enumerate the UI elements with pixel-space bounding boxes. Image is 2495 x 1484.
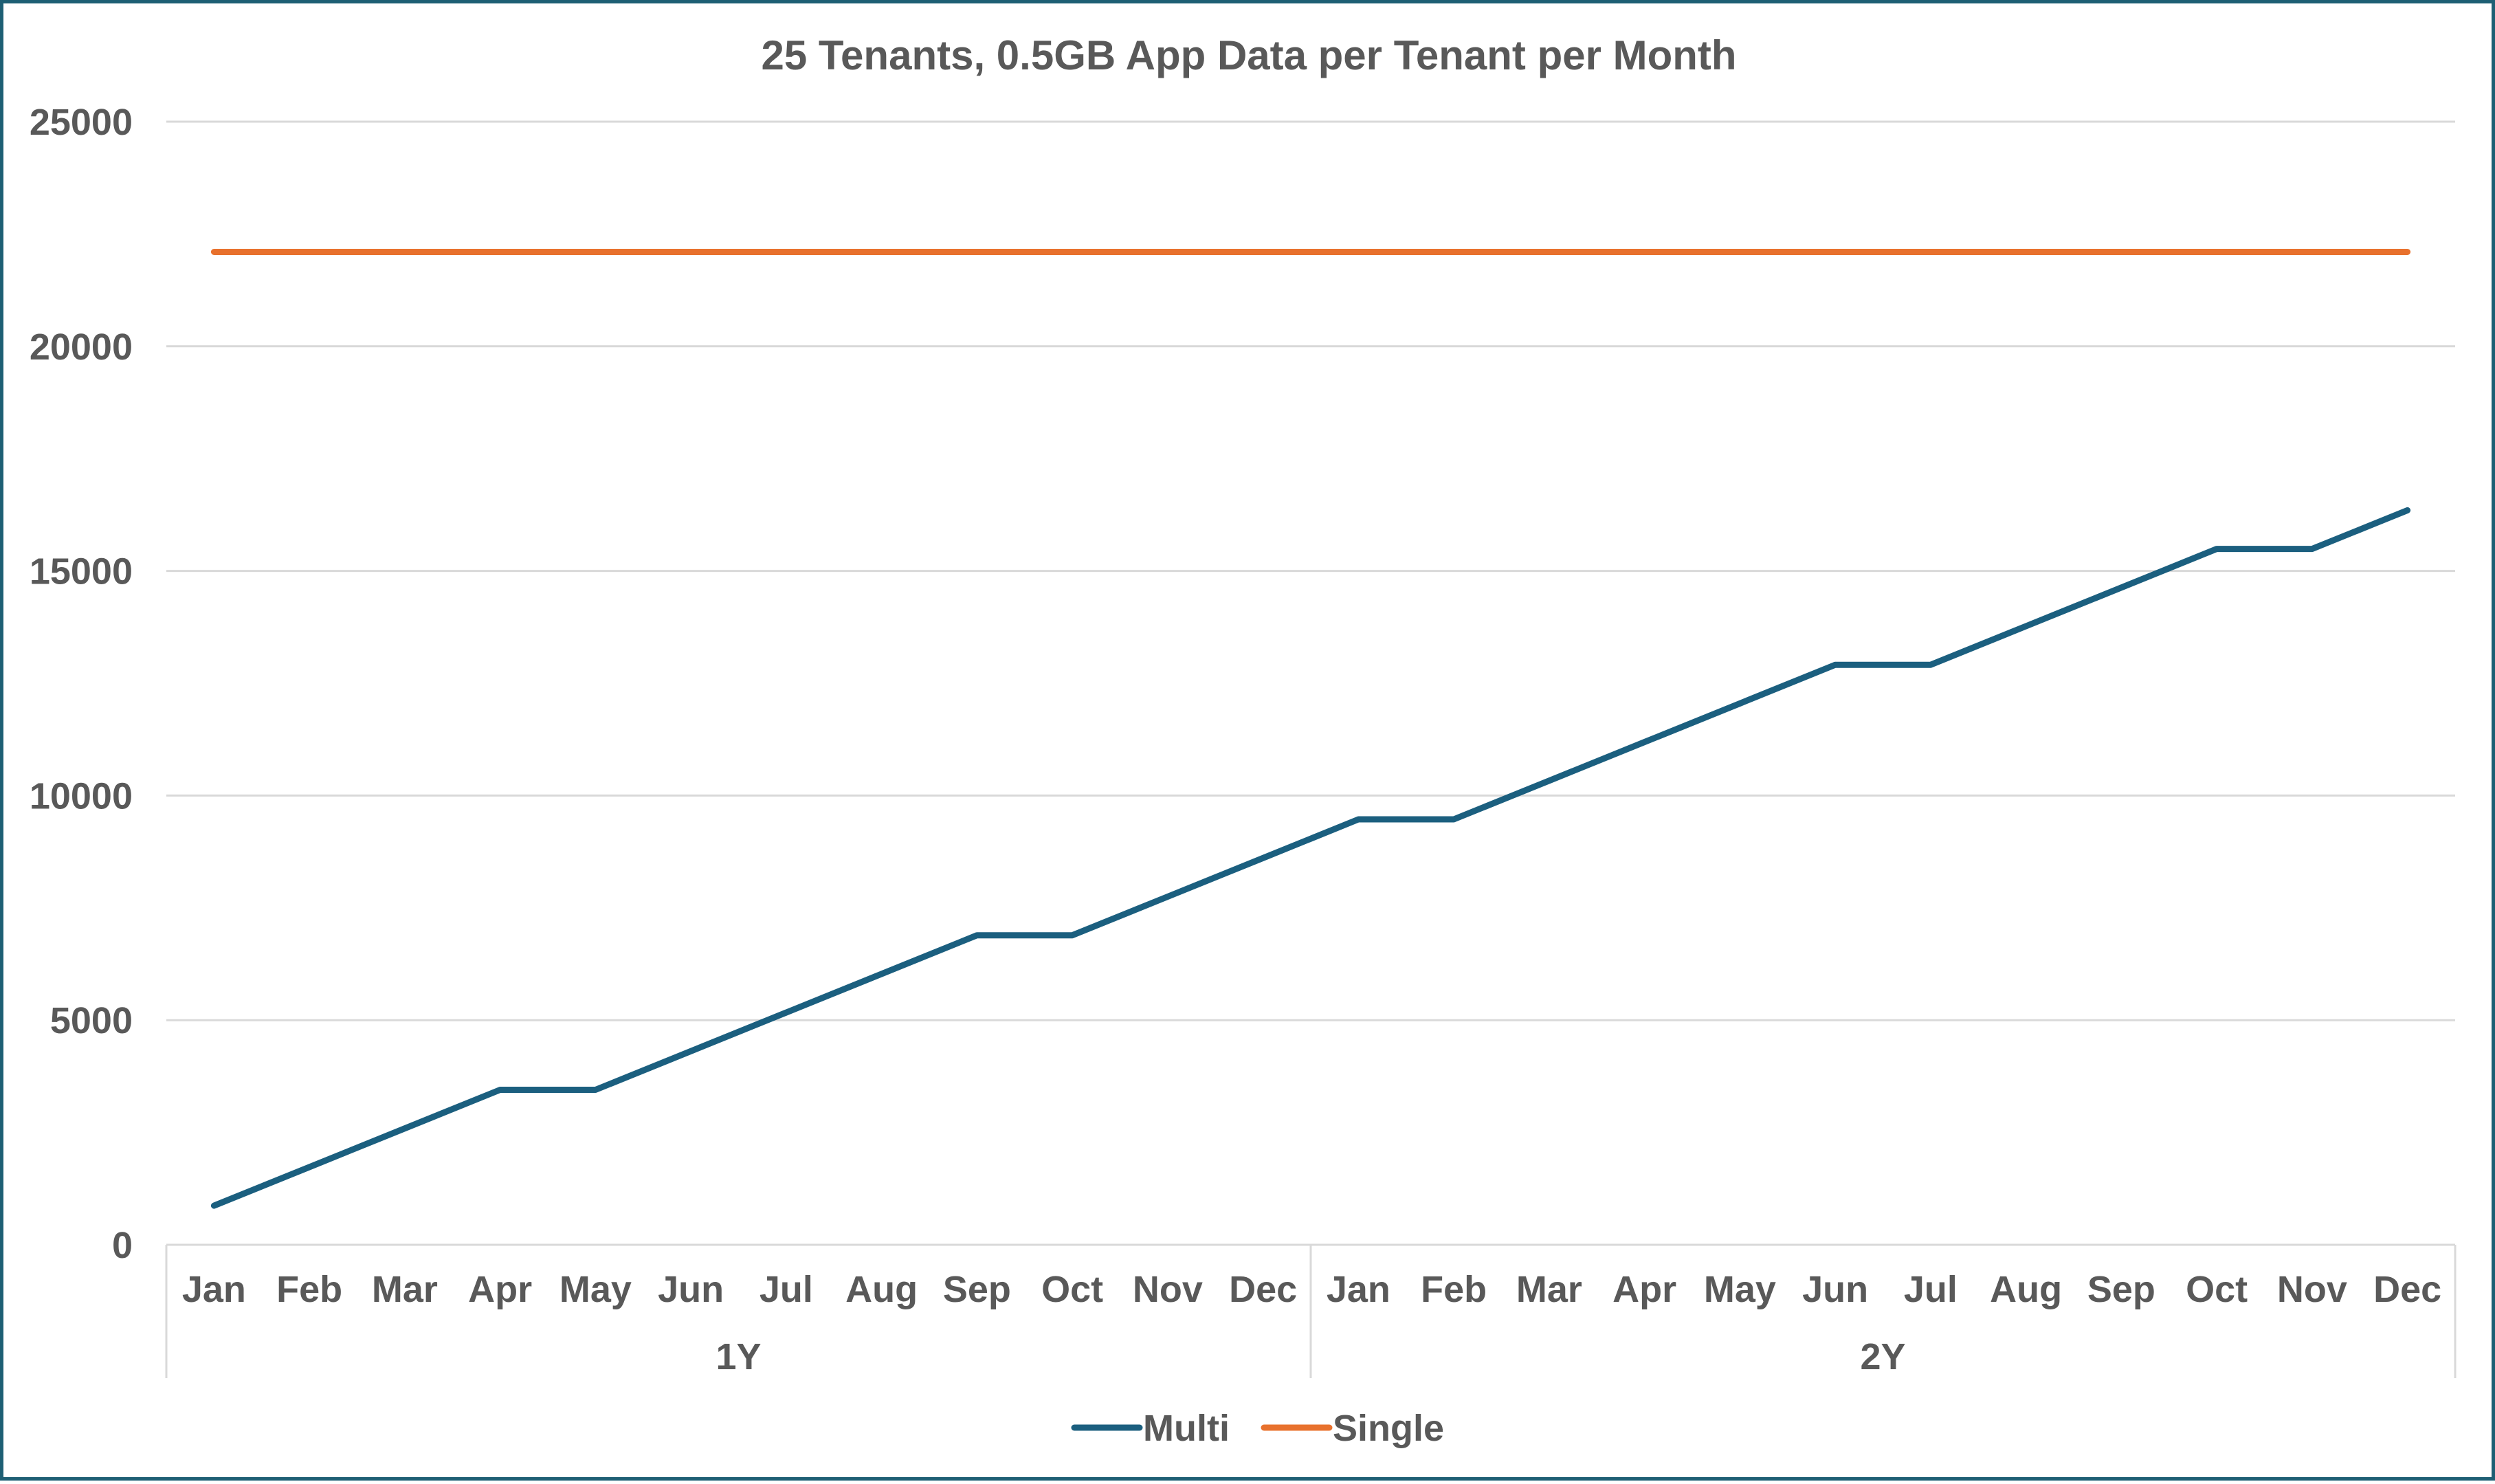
data-point-multi bbox=[688, 1048, 694, 1054]
x-tick-label: Feb bbox=[276, 1269, 342, 1310]
chart-title: 25 Tenants, 0.5GB App Data per Tenant pe… bbox=[761, 32, 1736, 78]
data-point-single bbox=[1355, 249, 1362, 255]
data-point-multi bbox=[592, 1087, 599, 1093]
legend-item-single[interactable]: Single bbox=[1261, 1408, 1444, 1449]
data-point-multi bbox=[1355, 817, 1362, 823]
x-tick-label: Aug bbox=[1990, 1269, 2062, 1310]
data-point-single bbox=[878, 249, 885, 255]
x-tick-label: Dec bbox=[2373, 1269, 2441, 1310]
y-tick-label: 5000 bbox=[50, 1000, 133, 1041]
series-line-multi bbox=[210, 507, 2411, 1209]
data-point-single bbox=[307, 249, 313, 255]
x-tick-label: Jul bbox=[1904, 1269, 1958, 1310]
data-point-single bbox=[1927, 249, 1933, 255]
x-tick-label: Sep bbox=[2087, 1269, 2155, 1310]
data-point-single bbox=[1069, 249, 1076, 255]
data-point-single bbox=[2118, 249, 2125, 255]
x-tick-label: Mar bbox=[1516, 1269, 1582, 1310]
data-point-multi bbox=[1451, 817, 1457, 823]
x-tick-label: Jan bbox=[182, 1269, 246, 1310]
data-point-multi bbox=[1927, 662, 1933, 668]
data-point-multi bbox=[1737, 700, 1743, 707]
data-point-multi bbox=[2118, 584, 2125, 590]
y-tick-label: 20000 bbox=[30, 326, 133, 368]
data-point-single bbox=[783, 249, 789, 255]
data-point-multi bbox=[401, 1125, 408, 1131]
x-tick-label: Nov bbox=[2277, 1269, 2347, 1310]
data-point-single bbox=[1451, 249, 1457, 255]
data-point-multi bbox=[1164, 894, 1171, 900]
data-point-single bbox=[688, 249, 694, 255]
data-point-single bbox=[1546, 249, 1552, 255]
data-point-single bbox=[2023, 249, 2029, 255]
x-tick-label: Nov bbox=[1133, 1269, 1203, 1310]
y-tick-label: 0 bbox=[112, 1225, 133, 1266]
data-point-single bbox=[1164, 249, 1171, 255]
x-tick-label: Apr bbox=[1612, 1269, 1676, 1310]
data-point-multi bbox=[2214, 546, 2220, 552]
data-point-multi bbox=[974, 932, 980, 938]
x-group-label: 2Y bbox=[1860, 1336, 1905, 1377]
x-tick-label: Jul bbox=[759, 1269, 813, 1310]
x-tick-label: Jun bbox=[658, 1269, 724, 1310]
data-point-multi bbox=[878, 971, 885, 977]
y-tick-label: 10000 bbox=[30, 775, 133, 817]
x-tick-label: Jan bbox=[1327, 1269, 1390, 1310]
data-point-single bbox=[2309, 249, 2315, 255]
data-point-multi bbox=[1641, 739, 1648, 745]
x-tick-label: Dec bbox=[1229, 1269, 1297, 1310]
y-tick-label: 25000 bbox=[30, 102, 133, 143]
y-tick-label: 15000 bbox=[30, 551, 133, 593]
data-point-multi bbox=[2023, 623, 2029, 629]
legend-item-multi[interactable]: Multi bbox=[1071, 1408, 1230, 1449]
data-point-single bbox=[1737, 249, 1743, 255]
data-point-single bbox=[2404, 249, 2410, 255]
data-point-single bbox=[2214, 249, 2220, 255]
data-point-single bbox=[1641, 249, 1648, 255]
line-chart: 25 Tenants, 0.5GB App Data per Tenant pe… bbox=[30, 32, 2457, 1449]
data-point-multi bbox=[2404, 507, 2410, 513]
data-point-single bbox=[1260, 249, 1266, 255]
x-tick-label: Apr bbox=[468, 1269, 532, 1310]
x-tick-label: Jun bbox=[1802, 1269, 1868, 1310]
data-point-multi bbox=[1260, 855, 1266, 861]
x-group-label: 1Y bbox=[716, 1336, 761, 1377]
legend-label: Single bbox=[1333, 1408, 1444, 1449]
x-tick-label: Oct bbox=[2186, 1269, 2248, 1310]
x-tick-label: Oct bbox=[1041, 1269, 1103, 1310]
x-tick-label: Feb bbox=[1421, 1269, 1487, 1310]
data-point-single bbox=[592, 249, 599, 255]
x-tick-label: Mar bbox=[372, 1269, 438, 1310]
data-point-single bbox=[497, 249, 503, 255]
legend-label: Multi bbox=[1143, 1408, 1230, 1449]
data-point-multi bbox=[1832, 662, 1839, 668]
data-point-multi bbox=[211, 1203, 217, 1209]
data-point-single bbox=[974, 249, 980, 255]
x-tick-label: May bbox=[1704, 1269, 1776, 1310]
x-tick-label: Aug bbox=[845, 1269, 918, 1310]
data-point-single bbox=[1832, 249, 1839, 255]
data-point-single bbox=[401, 249, 408, 255]
data-point-multi bbox=[1069, 932, 1076, 938]
x-tick-label: May bbox=[559, 1269, 632, 1310]
data-point-multi bbox=[307, 1164, 313, 1170]
x-tick-label: Sep bbox=[943, 1269, 1011, 1310]
data-point-multi bbox=[783, 1010, 789, 1016]
data-point-multi bbox=[497, 1087, 503, 1093]
data-point-multi bbox=[2309, 546, 2315, 552]
data-point-multi bbox=[1546, 777, 1552, 784]
data-point-single bbox=[211, 249, 217, 255]
